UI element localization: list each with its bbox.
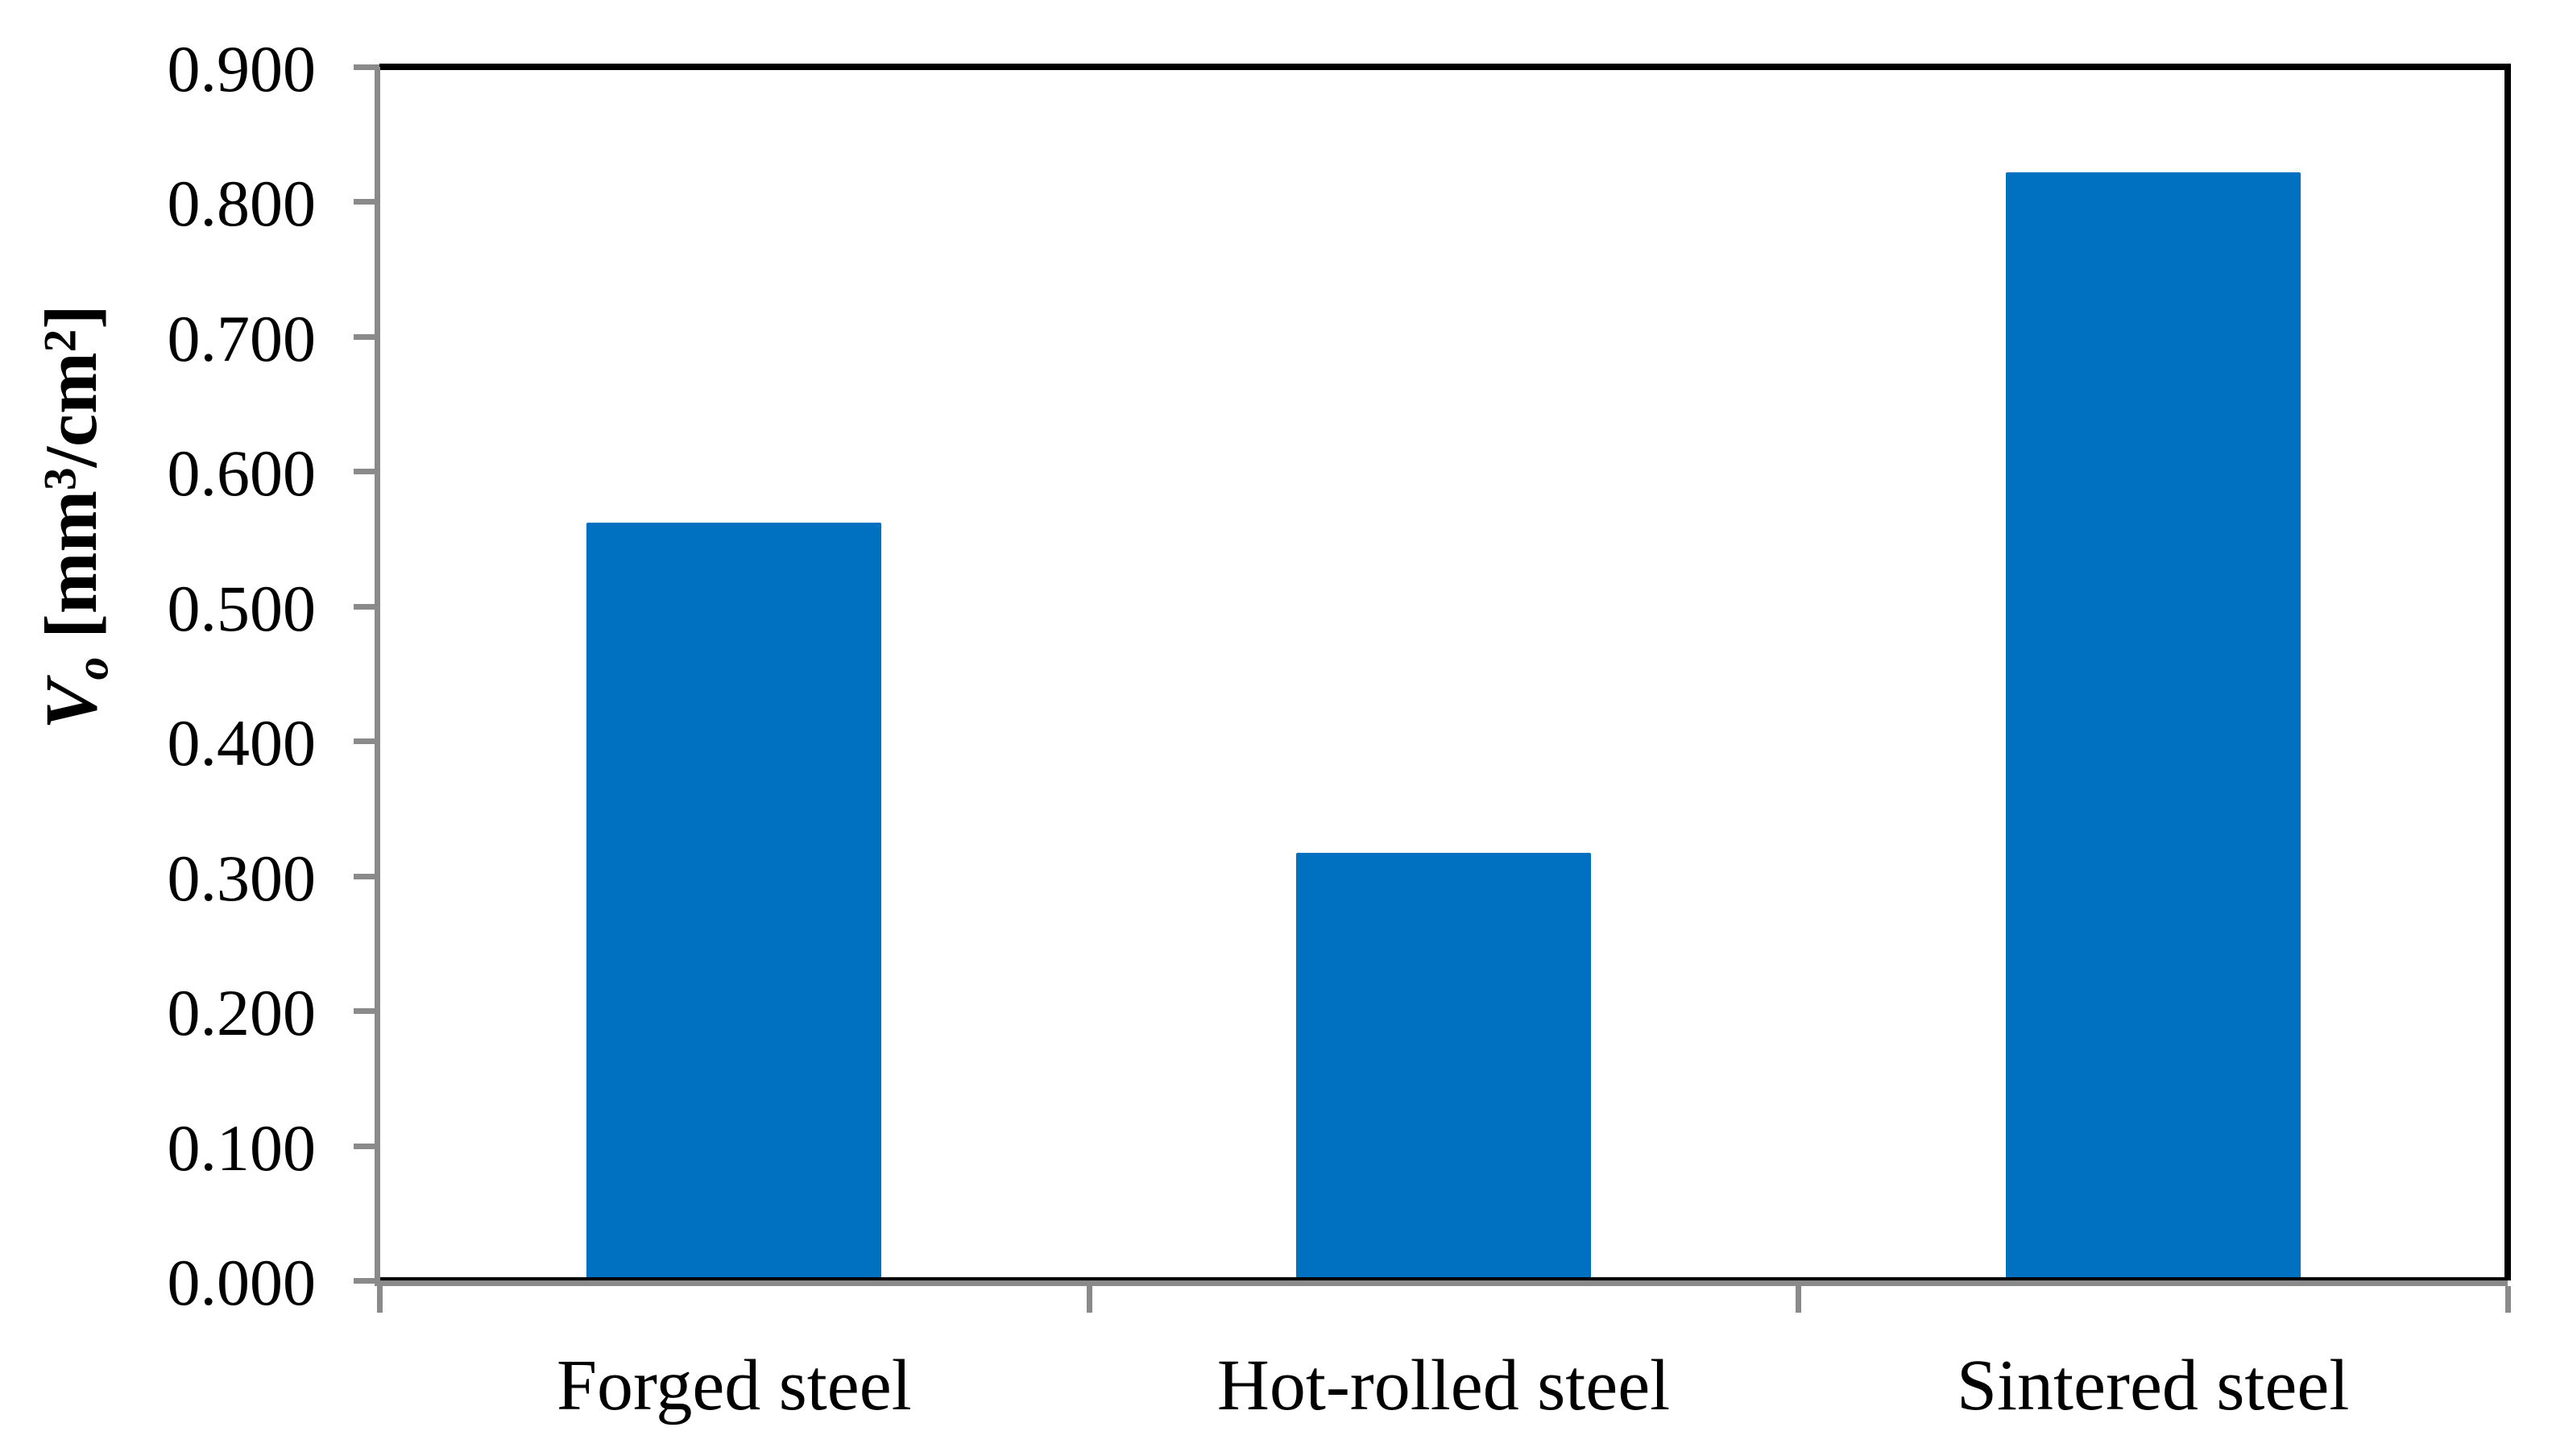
y-axis-title: Vo [mm3/cm2] xyxy=(30,304,118,730)
y-tick-mark xyxy=(354,603,379,610)
x-category-label: Hot-rolled steel xyxy=(1216,1346,1671,1425)
y-tick-label: 0.400 xyxy=(167,706,317,780)
y-tick-label: 0.800 xyxy=(167,167,317,241)
bar-hot-rolled-steel xyxy=(1296,853,1591,1280)
x-axis-line xyxy=(375,1280,2508,1286)
y-axis-unit-open: [mm xyxy=(30,490,112,657)
y-axis-symbol: V xyxy=(30,680,112,730)
y-tick-label: 0.500 xyxy=(167,571,317,645)
y-tick-mark xyxy=(354,333,379,340)
plot-frame-bottom xyxy=(379,1277,2508,1280)
plot-frame-top xyxy=(379,64,2508,70)
y-axis-symbol-subscript: o xyxy=(67,656,118,680)
y-tick-label: 0.700 xyxy=(167,301,317,375)
y-tick-label: 0.900 xyxy=(167,32,317,105)
bar-forged-steel xyxy=(586,522,882,1280)
y-tick-mark xyxy=(354,1143,379,1149)
y-tick-label: 0.300 xyxy=(167,841,317,915)
y-tick-mark xyxy=(354,873,379,879)
x-category-label: Sintered steel xyxy=(1956,1346,2350,1425)
y-tick-mark xyxy=(354,1008,379,1015)
y-tick-label: 0.200 xyxy=(167,976,317,1050)
y-axis-line xyxy=(375,67,380,1286)
x-tick-mark xyxy=(1796,1286,1802,1313)
y-axis-unit-mid: /cm xyxy=(30,352,112,468)
x-tick-mark xyxy=(2505,1286,2511,1313)
y-tick-mark xyxy=(354,738,379,745)
y-axis-unit-exponent-2: 2 xyxy=(35,329,86,353)
plot-frame-right xyxy=(2504,64,2511,1280)
y-tick-mark xyxy=(354,64,379,70)
y-tick-label: 0.600 xyxy=(167,436,317,511)
y-axis-unit-close: ] xyxy=(30,304,112,329)
y-tick-mark xyxy=(354,469,379,475)
x-category-label: Forged steel xyxy=(556,1346,912,1425)
y-axis-unit-exponent-3: 3 xyxy=(35,467,86,490)
y-tick-mark xyxy=(354,1278,379,1284)
y-tick-label: 0.100 xyxy=(167,1111,317,1185)
y-tick-mark xyxy=(354,199,379,205)
bar-sintered-steel xyxy=(2005,172,2301,1280)
x-tick-mark xyxy=(377,1286,383,1313)
x-tick-mark xyxy=(1086,1286,1092,1313)
y-tick-label: 0.000 xyxy=(167,1246,317,1319)
